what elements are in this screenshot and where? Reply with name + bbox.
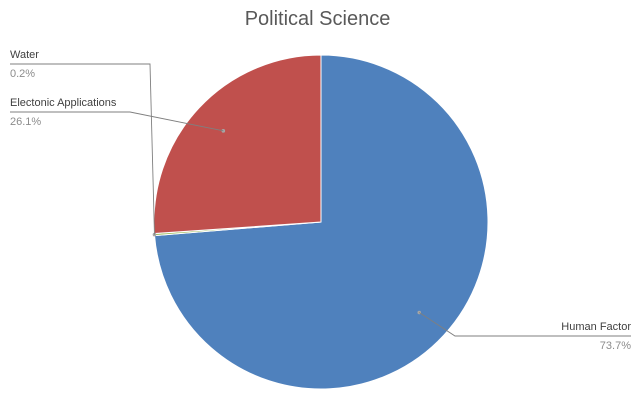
slice-percent: 0.2% [10, 68, 35, 80]
leader-line [10, 111, 224, 132]
slice-label: Human Factor [561, 321, 631, 333]
leader-lines [10, 63, 631, 337]
slice-label: Electonic Applications [10, 97, 117, 109]
slice-labels: Human Factor 73.7% Water 0.2% Electonic Appl… [10, 49, 631, 352]
pie-slice-electonic-applications [153, 54, 322, 235]
leader-line [10, 63, 155, 235]
pie-slices [153, 54, 489, 390]
chart-title: Political Science [244, 8, 391, 30]
slice-percent: 73.7% [600, 340, 631, 352]
slice-label: Water [10, 49, 39, 61]
slice-percent: 26.1% [10, 116, 41, 128]
leader-line [419, 312, 631, 337]
